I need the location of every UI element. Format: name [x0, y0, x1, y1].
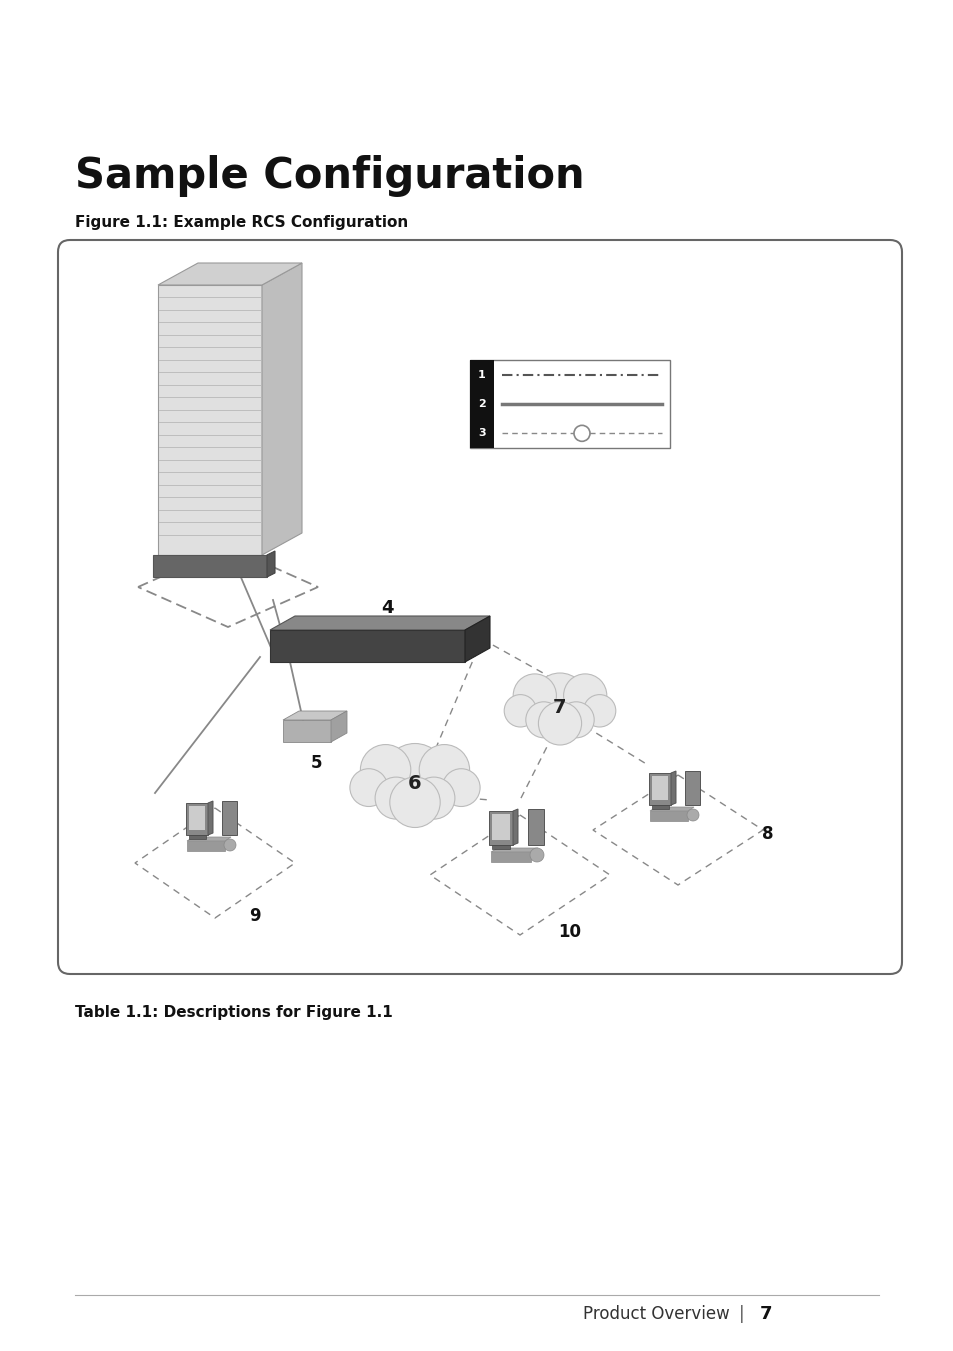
Polygon shape	[189, 807, 205, 830]
Polygon shape	[513, 809, 517, 844]
Text: 2: 2	[477, 399, 485, 409]
Text: Sample Configuration: Sample Configuration	[75, 155, 584, 197]
Polygon shape	[158, 285, 262, 555]
Circle shape	[418, 744, 469, 794]
Text: |: |	[739, 1305, 744, 1323]
Polygon shape	[489, 811, 513, 844]
Text: 7: 7	[553, 697, 566, 716]
Polygon shape	[491, 852, 531, 862]
Circle shape	[350, 769, 387, 807]
Polygon shape	[684, 771, 700, 805]
Polygon shape	[331, 711, 347, 742]
Polygon shape	[648, 773, 670, 805]
Polygon shape	[152, 555, 267, 577]
Polygon shape	[267, 551, 274, 577]
Polygon shape	[651, 775, 667, 800]
Text: 6: 6	[408, 774, 421, 793]
Text: 9: 9	[249, 907, 260, 925]
Polygon shape	[208, 801, 213, 835]
Circle shape	[360, 744, 411, 794]
Circle shape	[530, 848, 543, 862]
Polygon shape	[464, 616, 490, 662]
Text: 3: 3	[477, 428, 485, 438]
Circle shape	[525, 701, 561, 738]
Polygon shape	[649, 811, 687, 821]
Text: 7: 7	[760, 1305, 772, 1323]
Circle shape	[413, 777, 455, 819]
Bar	[492, 844, 510, 848]
Text: 4: 4	[380, 598, 393, 617]
Circle shape	[537, 701, 581, 744]
Text: Table 1.1: Descriptions for Figure 1.1: Table 1.1: Descriptions for Figure 1.1	[75, 1005, 393, 1020]
Circle shape	[574, 426, 589, 442]
Polygon shape	[158, 263, 302, 285]
Polygon shape	[222, 801, 236, 835]
Circle shape	[513, 674, 556, 717]
Polygon shape	[186, 802, 208, 835]
Circle shape	[375, 777, 416, 819]
FancyBboxPatch shape	[58, 240, 901, 974]
Circle shape	[686, 809, 699, 821]
Circle shape	[442, 769, 479, 807]
Text: Figure 1.1: Example RCS Configuration: Figure 1.1: Example RCS Configuration	[75, 215, 408, 230]
Text: Product Overview: Product Overview	[582, 1305, 729, 1323]
Bar	[470, 359, 669, 449]
Polygon shape	[649, 807, 693, 811]
Circle shape	[390, 777, 439, 828]
Circle shape	[583, 694, 615, 727]
Text: 5: 5	[311, 754, 322, 771]
Circle shape	[383, 743, 446, 807]
Circle shape	[558, 701, 594, 738]
Polygon shape	[187, 838, 231, 842]
Polygon shape	[283, 720, 331, 742]
Polygon shape	[283, 711, 347, 720]
Polygon shape	[492, 815, 510, 840]
Polygon shape	[262, 263, 302, 555]
Polygon shape	[270, 630, 464, 662]
Circle shape	[504, 694, 536, 727]
Circle shape	[563, 674, 606, 717]
Bar	[651, 805, 668, 809]
Circle shape	[224, 839, 235, 851]
Bar	[470, 359, 494, 449]
Text: 10: 10	[558, 923, 581, 942]
Text: 8: 8	[761, 825, 773, 843]
Bar	[189, 835, 206, 839]
Polygon shape	[187, 842, 225, 851]
Polygon shape	[270, 616, 490, 630]
Polygon shape	[527, 809, 543, 844]
Text: 1: 1	[477, 370, 485, 380]
Polygon shape	[670, 771, 676, 805]
Circle shape	[533, 673, 586, 727]
Polygon shape	[491, 848, 537, 852]
